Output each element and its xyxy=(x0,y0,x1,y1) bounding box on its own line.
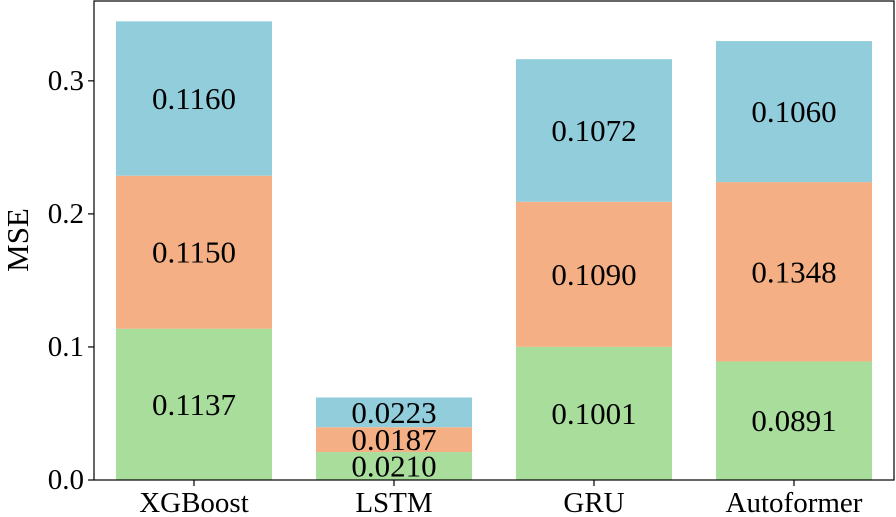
bar-segment xyxy=(316,427,472,453)
y-axis: 0.0 0.1 0.2 0.3 xyxy=(48,65,94,496)
y-tick-label: 0.1 xyxy=(48,331,84,363)
bars-group xyxy=(116,21,872,480)
bar-segment xyxy=(716,361,872,480)
bar-value-label: 0.0223 xyxy=(351,395,436,430)
plot-frame xyxy=(93,0,895,481)
bar-segment xyxy=(516,201,672,347)
bar-segment xyxy=(516,59,672,202)
bar-value-label: 0.1348 xyxy=(751,254,836,289)
y-tick-label: 0.2 xyxy=(48,198,84,230)
bar-segment xyxy=(116,175,272,329)
x-tick-label: Autoformer xyxy=(726,487,863,517)
x-tick-label: LSTM xyxy=(355,487,432,517)
y-tick-label: 0.0 xyxy=(48,464,84,496)
x-tick-label: XGBoost xyxy=(139,487,249,517)
bar-value-label: 0.0187 xyxy=(351,422,436,457)
y-axis-title: MSE xyxy=(0,208,35,272)
bar-segment xyxy=(316,452,472,480)
y-tick-label: 0.3 xyxy=(48,65,84,97)
bar-value-label: 0.0210 xyxy=(351,449,436,484)
bar-segment xyxy=(716,182,872,362)
x-tick-label: GRU xyxy=(563,487,624,517)
bar-value-label: 0.1060 xyxy=(751,94,836,129)
bar-value-label: 0.0891 xyxy=(751,403,836,438)
bar-segment xyxy=(516,346,672,480)
bar-value-label: 0.1150 xyxy=(152,235,236,270)
bar-value-label: 0.1001 xyxy=(551,396,636,431)
x-axis: XGBoost LSTM GRU Autoformer xyxy=(139,480,863,517)
bar-segment xyxy=(116,21,272,176)
bar-segment xyxy=(116,328,272,480)
bar-value-label: 0.1137 xyxy=(152,387,236,422)
bar-value-label: 0.1090 xyxy=(551,257,636,292)
bar-segment xyxy=(716,41,872,183)
bar-value-label: 0.1072 xyxy=(551,113,636,148)
bar-segment xyxy=(316,397,472,428)
bar-value-label: 0.1160 xyxy=(152,81,236,116)
